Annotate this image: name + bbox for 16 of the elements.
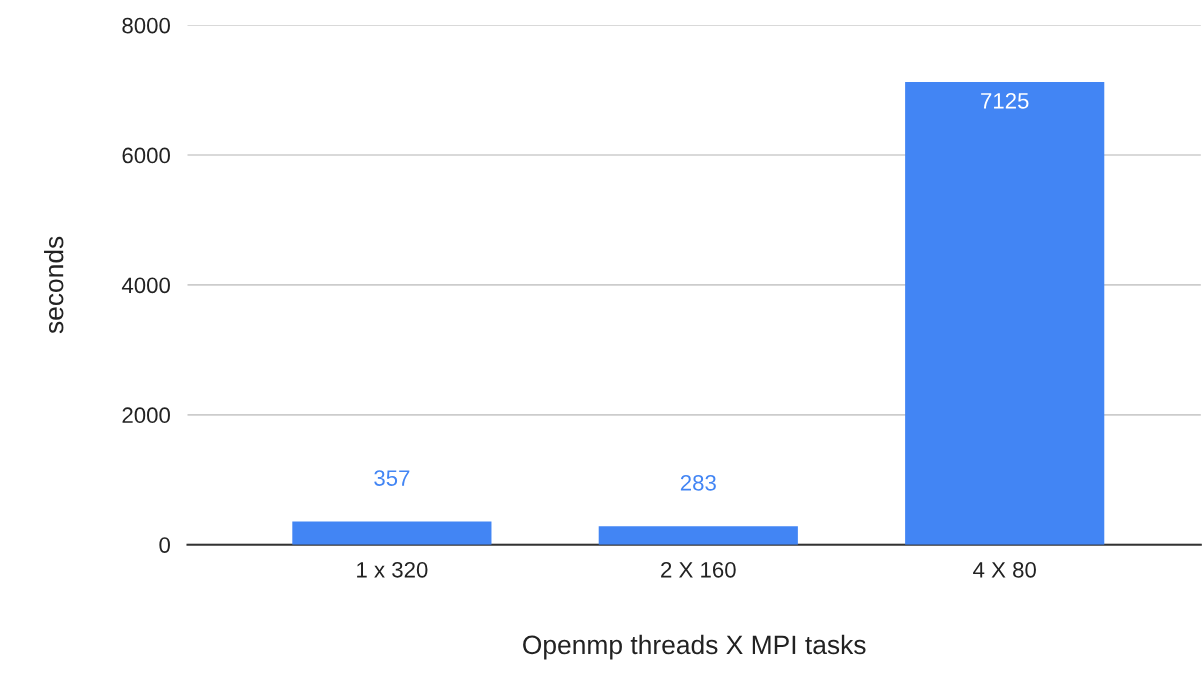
y-axis-title: seconds [44, 236, 64, 334]
data-label: 283 [680, 475, 716, 491]
y-tick-label: 6000 [122, 147, 170, 164]
data-label: 357 [374, 470, 410, 486]
x-tick-label: 2 X 160 [661, 561, 736, 578]
x-tick-label: 4 X 80 [973, 561, 1036, 578]
y-tick-label: 2000 [122, 407, 170, 424]
x-tick-label: 1 x 320 [357, 561, 428, 578]
x-axis-title: Openmp threads X MPI tasks [523, 634, 866, 660]
bar [598, 526, 798, 545]
y-tick-label: 0 [159, 537, 170, 553]
bar [905, 81, 1105, 545]
y-tick-label: 4000 [121, 277, 170, 294]
y-tick-label: 8000 [122, 17, 170, 34]
bar [292, 521, 492, 545]
data-label: 7125 [981, 92, 1029, 109]
